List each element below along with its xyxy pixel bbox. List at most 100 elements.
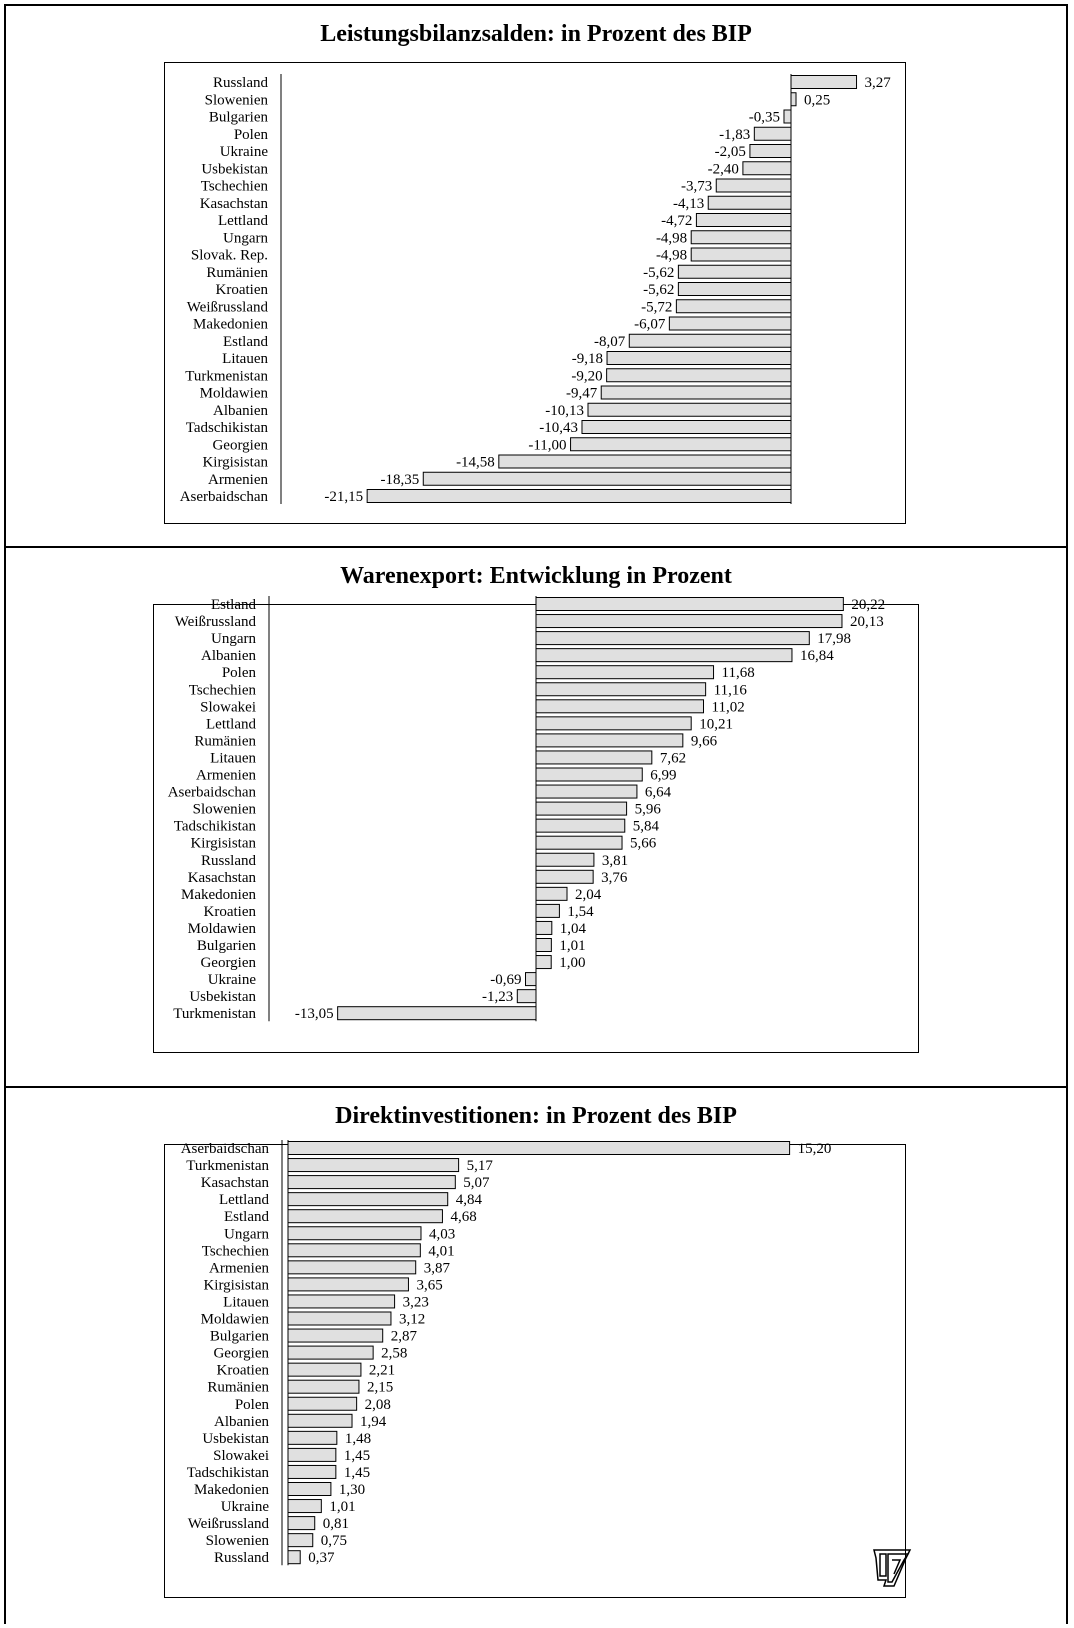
category-label: Georgien [212, 437, 268, 453]
data-label: 2,15 [367, 1380, 393, 1396]
data-label: -5,72 [641, 299, 672, 315]
category-label: Armenien [209, 1260, 269, 1276]
category-label: Litauen [222, 351, 268, 367]
data-label: -10,13 [545, 403, 584, 419]
category-label: Lettland [206, 716, 256, 732]
bar [498, 454, 792, 469]
bar [287, 1192, 449, 1207]
data-label: 2,08 [365, 1397, 391, 1413]
page-frame: Leistungsbilanzsalden: in Prozent des BI… [4, 4, 1068, 1624]
data-label: 5,07 [463, 1175, 490, 1191]
data-label: 9,66 [691, 733, 718, 749]
bar [535, 938, 552, 952]
data-label: 17,98 [817, 631, 851, 647]
data-label: -2,05 [715, 144, 746, 160]
data-label: 0,81 [323, 1516, 349, 1532]
category-label: Slowenien [205, 92, 269, 108]
data-label: 0,37 [308, 1550, 335, 1566]
data-label: 4,03 [429, 1226, 455, 1242]
bar [606, 368, 792, 383]
bar [535, 733, 684, 748]
category-label: Albanien [214, 1414, 269, 1430]
bar [287, 1260, 417, 1275]
data-label: 6,64 [645, 785, 672, 801]
category-label: Albanien [213, 403, 268, 419]
category-label: Kroatien [204, 904, 257, 920]
data-label: 6,99 [650, 768, 676, 784]
chart-title: Direktinvestitionen: in Prozent des BIP [335, 1103, 737, 1129]
bar [535, 784, 638, 799]
category-label: Estland [224, 1209, 269, 1225]
chart-title: Leistungsbilanzsalden: in Prozent des BI… [320, 21, 752, 47]
data-label: 5,84 [633, 819, 660, 835]
bar [525, 972, 537, 987]
category-label: Makedonien [193, 317, 268, 333]
data-label: 1,94 [360, 1414, 387, 1430]
category-label: Albanien [201, 648, 256, 664]
bar [606, 351, 792, 365]
category-label: Weißrussland [188, 1516, 270, 1532]
data-label: 2,04 [575, 887, 602, 903]
data-label: 2,87 [391, 1329, 418, 1345]
data-label: -9,47 [566, 386, 598, 402]
category-label: Kasachstan [188, 870, 257, 886]
bar [287, 1362, 362, 1377]
category-label: Litauen [210, 750, 256, 766]
category-label: Polen [234, 127, 269, 143]
category-label: Armenien [208, 472, 268, 488]
data-label: -4,13 [673, 196, 704, 212]
bar [287, 1464, 337, 1479]
category-label: Usbekistan [202, 1431, 269, 1447]
bar [287, 1328, 384, 1343]
category-label: Litauen [223, 1294, 269, 1310]
bar [535, 614, 843, 629]
category-label: Moldawien [188, 921, 257, 937]
category-label: Tadschikistan [186, 420, 269, 436]
panel-direktinvestitionen: Direktinvestitionen: in Prozent des BIP … [6, 1086, 1066, 1626]
bar [287, 1379, 360, 1394]
category-label: Rumänien [206, 265, 268, 281]
category-label: Usbekistan [201, 161, 268, 177]
category-label: Weißrussland [187, 299, 269, 315]
category-label: Slovak. Rep. [191, 248, 268, 264]
data-label: 5,96 [635, 802, 662, 818]
category-label: Moldawien [201, 1312, 270, 1328]
category-label: Ungarn [211, 631, 256, 647]
category-label: Ukraine [220, 144, 269, 160]
data-label: 11,68 [722, 665, 755, 681]
category-label: Slowakei [200, 699, 256, 715]
bar [535, 597, 844, 611]
bar [287, 1447, 337, 1462]
bar [695, 213, 792, 227]
category-label: Kroatien [216, 282, 269, 298]
category-label: Armenien [196, 768, 256, 784]
data-label: -14,58 [456, 455, 495, 471]
data-label: -13,05 [295, 1006, 334, 1022]
bar [707, 195, 792, 210]
bar [535, 631, 810, 646]
bar [287, 1482, 332, 1496]
data-label: 4,01 [428, 1243, 454, 1259]
data-label: 3,76 [601, 870, 628, 886]
bar [675, 299, 792, 314]
data-label: -4,98 [656, 230, 687, 246]
bar [535, 682, 707, 697]
bar [535, 648, 793, 663]
panel-leistungsbilanz: Leistungsbilanzsalden: in Prozent des BI… [6, 6, 1066, 546]
data-label: 1,01 [329, 1499, 355, 1515]
bar [690, 230, 792, 245]
data-label: 3,23 [403, 1294, 429, 1310]
data-label: -6,07 [634, 317, 666, 333]
data-label: -4,98 [656, 248, 687, 264]
data-label: 4,68 [450, 1209, 476, 1225]
data-label: 5,66 [630, 836, 657, 852]
bar [422, 471, 792, 486]
bar [790, 92, 797, 107]
bar [677, 282, 792, 296]
data-label: -9,20 [571, 368, 602, 384]
data-label: 3,12 [399, 1312, 425, 1328]
bar [600, 385, 792, 400]
category-label: Tadschikistan [187, 1465, 270, 1481]
bar [287, 1533, 314, 1548]
bar [535, 750, 653, 765]
